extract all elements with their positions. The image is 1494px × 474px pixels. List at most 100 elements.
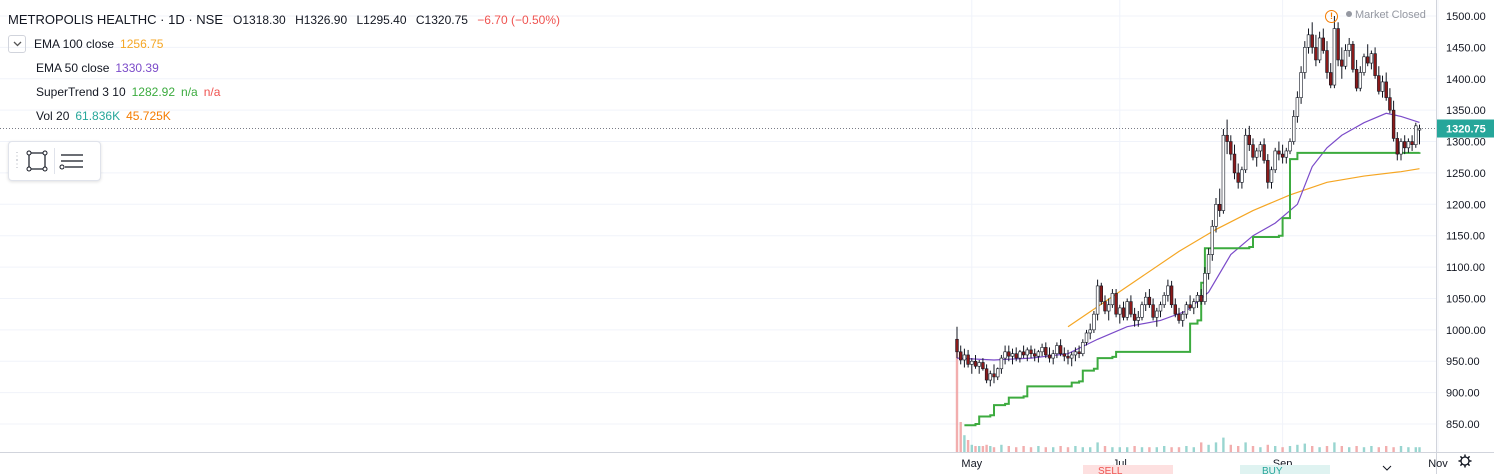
candle-body	[1236, 172, 1240, 183]
indicator-row-ema50[interactable]: EMA 50 close 1330.39	[8, 56, 566, 80]
candle-body	[1092, 313, 1096, 331]
y-tick-label: 900.00	[1446, 388, 1480, 400]
candle-body	[1417, 128, 1422, 131]
candle-body	[1377, 75, 1381, 92]
candle-body	[973, 360, 978, 367]
drag-handle-icon[interactable]: ⋮ ⋮	[12, 151, 22, 170]
volume-bar	[1251, 446, 1255, 452]
candle-body	[1366, 56, 1370, 64]
ema50-line	[956, 112, 1420, 361]
y-tick-label: 1300.00	[1446, 137, 1486, 149]
candle-body	[1332, 28, 1337, 86]
candle-body	[1325, 50, 1329, 73]
symbol-title[interactable]: METROPOLIS HEALTHC · 1D · NSE	[8, 12, 224, 27]
candle-body	[1336, 28, 1340, 61]
volume-bar	[1066, 447, 1070, 452]
candle-body	[1340, 59, 1344, 67]
volume-bar	[1103, 446, 1107, 452]
gear-tooth	[1467, 463, 1471, 467]
chevron-down-icon[interactable]	[8, 35, 26, 53]
candle-body	[1007, 351, 1011, 357]
gear-icon[interactable]	[1460, 456, 1470, 466]
menu-lines-icon[interactable]	[55, 144, 89, 178]
candle-body	[981, 362, 985, 370]
candle-body	[1029, 349, 1033, 354]
candle-body	[1025, 349, 1030, 356]
candle-body	[1203, 273, 1207, 302]
volume-bar	[1281, 447, 1284, 452]
volume-bar	[1096, 442, 1099, 452]
candle-body	[1021, 351, 1026, 356]
candle-body	[1380, 81, 1385, 92]
candle-body	[1221, 134, 1226, 211]
y-tick-label: 1200.00	[1446, 199, 1486, 211]
candle-body	[1232, 153, 1237, 174]
candle-body	[1373, 53, 1377, 76]
candle-body	[955, 338, 959, 353]
volume-bar	[978, 446, 981, 452]
alert-icon[interactable]: !	[1325, 10, 1338, 23]
y-tick-label: 1100.00	[1446, 262, 1485, 274]
candle-body	[1132, 313, 1137, 321]
buy-label: BUY	[1262, 466, 1283, 474]
volume-bar	[1052, 447, 1055, 452]
candle-body	[1410, 141, 1414, 145]
change-value: −6.70 (−0.50%)	[477, 13, 560, 27]
gear-tooth	[1467, 455, 1471, 459]
buy-button[interactable]	[1240, 465, 1330, 474]
volume-bar	[1318, 447, 1321, 452]
candle-body	[1391, 109, 1396, 139]
candle-body	[992, 373, 996, 378]
candle-body	[1358, 72, 1363, 89]
volume-bar	[1192, 447, 1195, 452]
open-value: O1318.30	[233, 13, 286, 27]
volume-bar	[1214, 442, 1218, 452]
candle-body	[1036, 351, 1041, 357]
indicator-row-supertrend[interactable]: SuperTrend 3 10 1282.92 n/a n/a	[8, 80, 566, 104]
candle-body	[1018, 351, 1022, 359]
indicator-name: SuperTrend 3 10	[36, 85, 126, 99]
candle-body	[1247, 134, 1252, 145]
last-price-badge	[1437, 119, 1494, 138]
candle-body	[1047, 354, 1052, 359]
candle-body	[1384, 81, 1388, 98]
indicator-name: Vol 20	[36, 109, 70, 123]
volume-bar	[1229, 444, 1232, 452]
candle-body	[1003, 351, 1007, 359]
volume-bar	[966, 440, 970, 452]
candle-body	[1362, 56, 1366, 73]
volume-bar	[1266, 444, 1269, 452]
candle-body	[995, 368, 1000, 378]
candle-body	[1406, 141, 1411, 149]
close-value: C1320.75	[415, 13, 468, 27]
indicator-row-volume[interactable]: Vol 20 61.836K 45.725K	[8, 104, 566, 128]
candle-body	[1084, 332, 1089, 343]
candle-body	[1055, 345, 1059, 354]
candle-body	[1070, 354, 1074, 359]
candle-body	[1140, 304, 1144, 318]
ema100-line	[1067, 168, 1420, 328]
volume-bar	[1303, 443, 1306, 452]
volume-bar	[1133, 446, 1136, 452]
candle-body	[1125, 301, 1129, 318]
supertrend-line	[964, 151, 1421, 427]
indicator-name: EMA 100 close	[34, 37, 115, 51]
rectangle-tool-icon[interactable]	[20, 144, 54, 178]
chart-legend: METROPOLIS HEALTHC · 1D · NSE O1318.30 H…	[8, 8, 566, 128]
volume-bar	[955, 344, 959, 452]
y-tick-label: 1150.00	[1446, 231, 1485, 243]
candle-body	[977, 362, 981, 367]
candle-body	[1177, 313, 1181, 321]
candle-body	[1077, 351, 1081, 354]
volume-bar	[974, 446, 977, 452]
indicator-row-ema100[interactable]: EMA 100 close 1256.75	[8, 32, 566, 56]
candle-body	[958, 351, 963, 361]
volume-bar	[1111, 447, 1114, 452]
y-tick-label: 850.00	[1446, 419, 1480, 431]
y-tick-label: 1250.00	[1446, 168, 1486, 180]
sell-button[interactable]	[1083, 465, 1173, 474]
candle-body	[970, 360, 974, 365]
candle-body	[1225, 134, 1229, 142]
volume-bar	[1163, 446, 1166, 452]
